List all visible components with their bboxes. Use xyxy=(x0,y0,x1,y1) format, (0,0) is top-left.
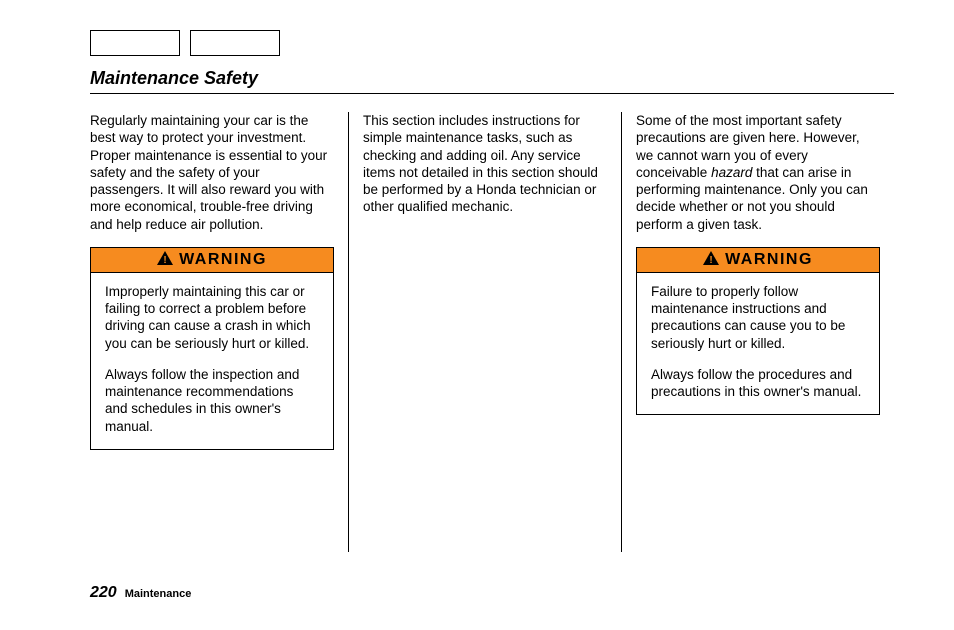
manual-page: Maintenance Safety Regularly maintaining… xyxy=(0,0,954,630)
warning-header-1: ! WARNING xyxy=(91,248,333,273)
warning-label-2: WARNING xyxy=(725,251,813,269)
title-row: Maintenance Safety xyxy=(90,68,894,94)
content-columns: Regularly maintaining your car is the be… xyxy=(90,112,894,552)
col3-intro: Some of the most important safety precau… xyxy=(636,112,880,233)
col2-intro: This section includes instructions for s… xyxy=(363,112,607,216)
warning2-p1: Failure to properly follow maintenance i… xyxy=(651,283,865,352)
warning-body-1: Improperly maintaining this car or faili… xyxy=(91,273,333,449)
page-title: Maintenance Safety xyxy=(90,68,894,89)
warning2-p2: Always follow the procedures and precaut… xyxy=(651,366,865,401)
page-footer: 220 Maintenance xyxy=(90,584,191,602)
col3-intro-italic: hazard xyxy=(711,165,752,180)
column-2: This section includes instructions for s… xyxy=(348,112,621,552)
warning-header-2: ! WARNING xyxy=(637,248,879,273)
column-3: Some of the most important safety precau… xyxy=(621,112,894,552)
nav-box-1[interactable] xyxy=(90,30,180,56)
col1-intro: Regularly maintaining your car is the be… xyxy=(90,112,334,233)
top-link-boxes xyxy=(90,30,894,56)
warning-box-1: ! WARNING Improperly maintaining this ca… xyxy=(90,247,334,450)
footer-section: Maintenance xyxy=(125,588,192,600)
svg-text:!: ! xyxy=(709,255,712,265)
warning-body-2: Failure to properly follow maintenance i… xyxy=(637,273,879,415)
warning1-p1: Improperly maintaining this car or faili… xyxy=(105,283,319,352)
warning-triangle-icon: ! xyxy=(157,251,173,270)
warning-label-1: WARNING xyxy=(179,251,267,269)
warning-box-2: ! WARNING Failure to properly follow mai… xyxy=(636,247,880,416)
column-1: Regularly maintaining your car is the be… xyxy=(90,112,348,552)
nav-box-2[interactable] xyxy=(190,30,280,56)
svg-text:!: ! xyxy=(163,255,166,265)
warning1-p2: Always follow the inspection and mainten… xyxy=(105,366,319,435)
page-number: 220 xyxy=(90,584,117,602)
warning-triangle-icon: ! xyxy=(703,251,719,270)
